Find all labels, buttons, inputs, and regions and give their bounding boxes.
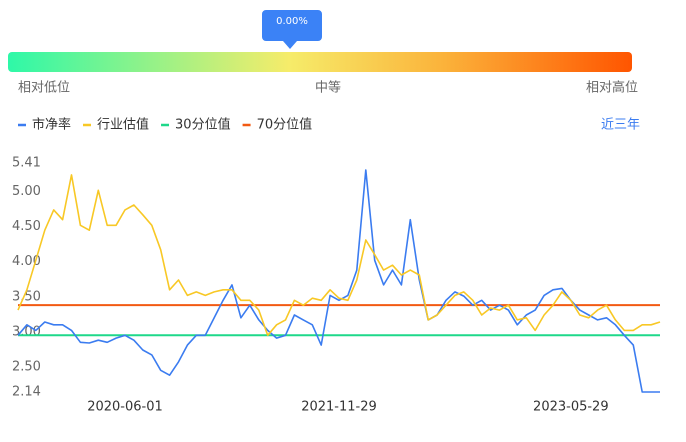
gauge-high-label: 相对高位 bbox=[586, 80, 638, 96]
y-tick-label: 4.50 bbox=[12, 219, 41, 234]
y-tick-label: 5.41 bbox=[12, 156, 41, 171]
legend-label: 70分位值 bbox=[257, 117, 313, 133]
series-line bbox=[17, 174, 661, 337]
gauge-marker bbox=[262, 10, 322, 49]
legend-label: 市净率 bbox=[32, 117, 71, 133]
y-tick-label: 3.50 bbox=[12, 289, 41, 304]
gauge-mid-label: 中等 bbox=[315, 80, 341, 96]
gauge-bar bbox=[8, 52, 632, 72]
gauge-low-label: 相对低位 bbox=[18, 81, 70, 96]
y-tick-label: 2.14 bbox=[12, 385, 41, 400]
x-tick-label: 2021-11-29 bbox=[301, 400, 377, 415]
series-line bbox=[17, 169, 660, 393]
y-tick-label: 2.50 bbox=[12, 359, 41, 374]
gauge-marker-label: 0.00% bbox=[276, 16, 308, 27]
x-tick-label: 2020-06-01 bbox=[87, 400, 163, 415]
legend-label: 行业估值 bbox=[97, 117, 149, 133]
legend: 市净率 行业估值 30分位值 70分位值 bbox=[18, 117, 312, 133]
x-tick-label: 2023-05-29 bbox=[533, 400, 609, 415]
range-button[interactable]: 近三年 bbox=[601, 118, 640, 133]
legend-label: 30分位值 bbox=[175, 117, 231, 133]
y-tick-label: 5.00 bbox=[12, 184, 41, 199]
